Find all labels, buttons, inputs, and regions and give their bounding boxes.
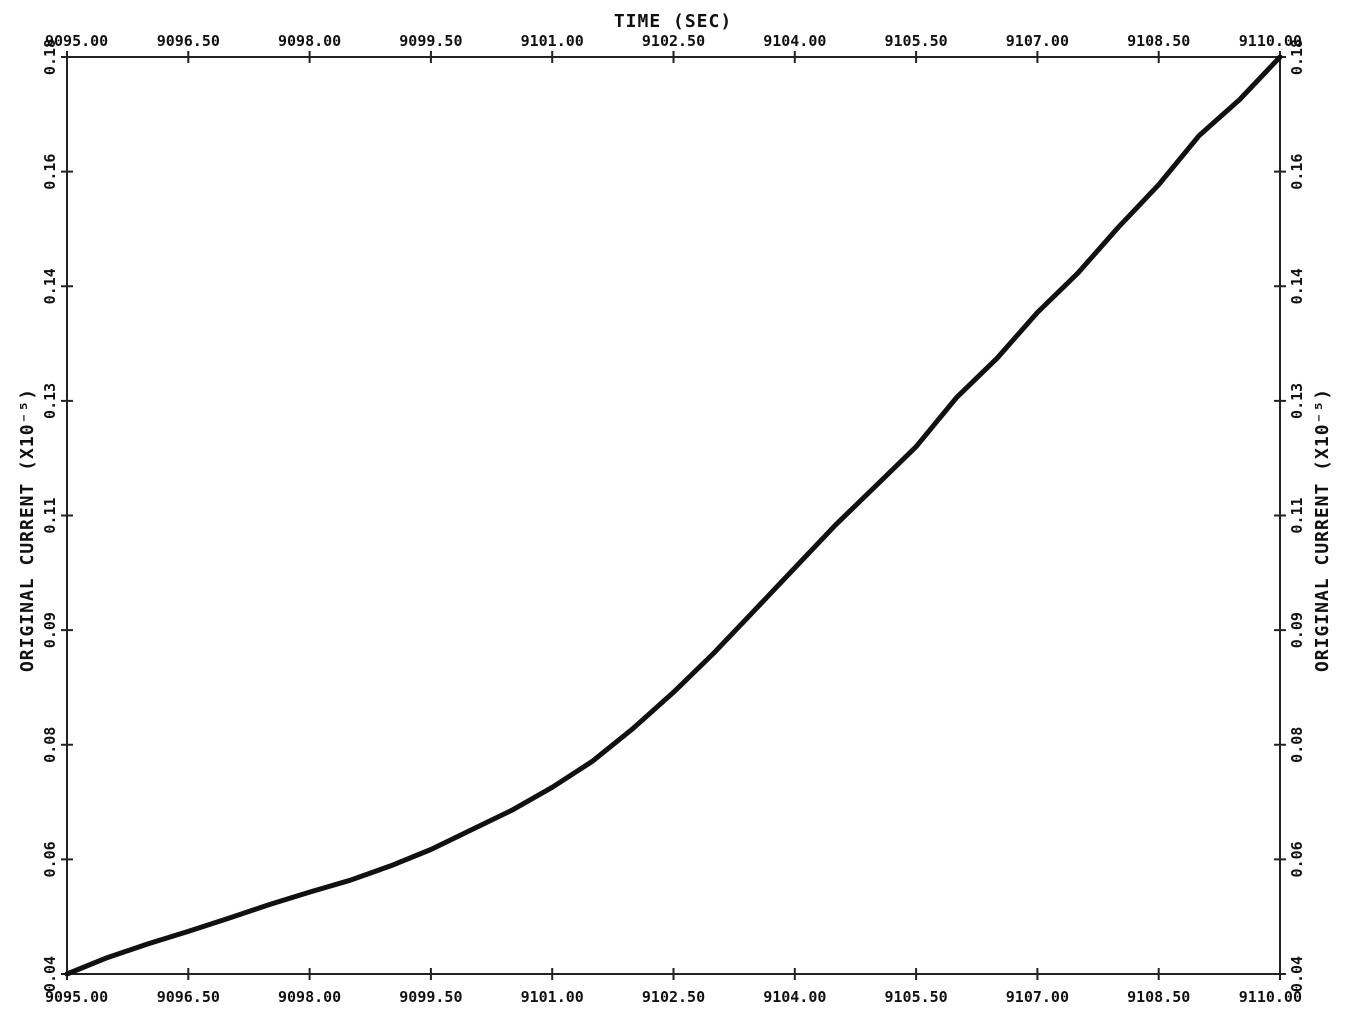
x-tick-label-top: 9098.00 — [278, 32, 341, 50]
x-tick-label-bottom: 9096.50 — [157, 988, 220, 1006]
x-tick-label-bottom: 9102.50 — [642, 988, 705, 1006]
tick-labels: 9095.00 9095.00 9096.50 9096.50 9098.00 9098.… — [41, 32, 1306, 1006]
x-tick-label-top: 9108.50 — [1127, 32, 1190, 50]
y-tick-label-right: 0.14 — [1288, 268, 1306, 304]
x-tick-label-top: 9102.50 — [642, 32, 705, 50]
y-tick-label-left: 0.06 — [41, 841, 59, 877]
x-tick-label-top: 9099.50 — [399, 32, 462, 50]
y-tick-label-left: 0.04 — [41, 956, 59, 992]
x-axis-title: TIME (SEC) — [614, 11, 732, 32]
y-tick-label-right: 0.09 — [1288, 612, 1306, 648]
series-line — [64, 54, 1283, 977]
x-tick-label-bottom: 9104.00 — [763, 988, 826, 1006]
x-tick-label-top: 9107.00 — [1006, 32, 1069, 50]
y-tick-label-left: 0.09 — [41, 612, 59, 648]
x-tick-label-bottom: 9110.00 — [1239, 988, 1302, 1006]
y-axis-title-right: ORIGINAL CURRENT (X10⁻⁵) — [1312, 388, 1333, 672]
y-tick-label-left: 0.11 — [41, 497, 59, 533]
x-tick-label-top: 9096.50 — [157, 32, 220, 50]
x-tick-label-bottom: 9099.50 — [399, 988, 462, 1006]
x-tick-label-top: 9110.00 — [1239, 32, 1302, 50]
x-tick-label-bottom: 9095.00 — [45, 988, 108, 1006]
y-tick-label-left: 0.13 — [41, 383, 59, 419]
y-tick-label-right: 0.11 — [1288, 497, 1306, 533]
y-tick-label-left: 0.14 — [41, 268, 59, 304]
y-tick-label-right: 0.16 — [1288, 154, 1306, 190]
x-tick-label-top: 9105.50 — [884, 32, 947, 50]
x-tick-label-top: 9104.00 — [763, 32, 826, 50]
x-tick-label-bottom: 9108.50 — [1127, 988, 1190, 1006]
y-tick-label-right: 0.18 — [1288, 39, 1306, 75]
y-tick-label-left: 0.18 — [41, 39, 59, 75]
y-tick-label-right: 0.13 — [1288, 383, 1306, 419]
x-tick-label-bottom: 9105.50 — [884, 988, 947, 1006]
x-tick-label-bottom: 9101.00 — [521, 988, 584, 1006]
y-tick-label-right: 0.06 — [1288, 841, 1306, 877]
y-tick-label-right: 0.04 — [1288, 956, 1306, 992]
x-tick-label-bottom: 9098.00 — [278, 988, 341, 1006]
y-tick-label-left: 0.16 — [41, 154, 59, 190]
y-axis-title-left: ORIGINAL CURRENT (X10⁻⁵) — [17, 388, 38, 672]
x-tick-label-bottom: 9107.00 — [1006, 988, 1069, 1006]
y-tick-label-right: 0.08 — [1288, 727, 1306, 763]
x-tick-label-top: 9101.00 — [521, 32, 584, 50]
y-tick-label-left: 0.08 — [41, 727, 59, 763]
plot-frame — [66, 56, 1281, 975]
x-tick-label-top: 9095.00 — [45, 32, 108, 50]
tick-marks — [61, 51, 1286, 980]
